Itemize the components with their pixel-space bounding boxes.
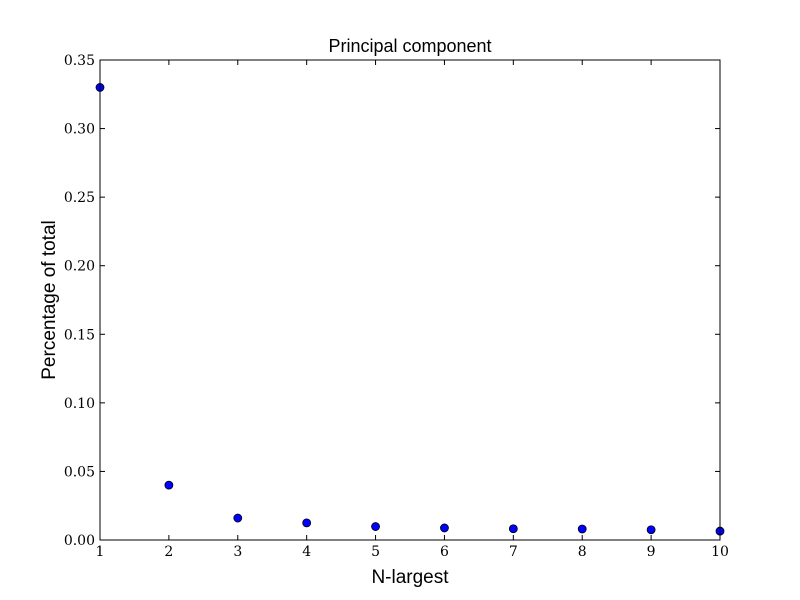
chart-title: Principal component (328, 36, 491, 56)
x-tick-label: 8 (578, 544, 587, 560)
y-tick-label: 0.35 (64, 53, 95, 69)
x-tick-label: 5 (371, 544, 380, 560)
data-point (303, 519, 311, 527)
data-point (440, 524, 448, 532)
y-tick-label: 0.15 (64, 327, 95, 343)
x-tick-label: 4 (302, 544, 311, 560)
points-layer (96, 83, 724, 535)
y-tick-label: 0.25 (64, 190, 95, 206)
x-tick-label: 3 (233, 544, 242, 560)
x-tick-label: 6 (440, 544, 449, 560)
y-tick-label: 0.20 (64, 259, 95, 275)
x-tick-label: 2 (164, 544, 173, 560)
ticks-layer: 1 2 3 4 5 6 7 8 9 10 0.00 0.05 0.10 0.15 0.20 0.25 0.30 0… (64, 53, 729, 560)
data-point (372, 523, 380, 531)
data-point (165, 481, 173, 489)
x-tick-label: 9 (647, 544, 656, 560)
y-tick-label: 0.00 (64, 533, 95, 549)
x-tick-label: 7 (509, 544, 518, 560)
plot-area-frame (100, 60, 720, 540)
x-axis-label: N-largest (371, 567, 449, 588)
y-tick-label: 0.05 (64, 464, 95, 480)
x-tick-label: 1 (96, 544, 105, 560)
x-tick-label: 10 (711, 544, 729, 560)
data-point (578, 525, 586, 533)
y-tick-label: 0.10 (64, 396, 95, 412)
data-point (647, 526, 655, 534)
data-point (234, 514, 242, 522)
y-tick-label: 0.30 (64, 122, 95, 138)
y-axis-label: Percentage of total (39, 220, 60, 380)
data-point (509, 525, 517, 533)
